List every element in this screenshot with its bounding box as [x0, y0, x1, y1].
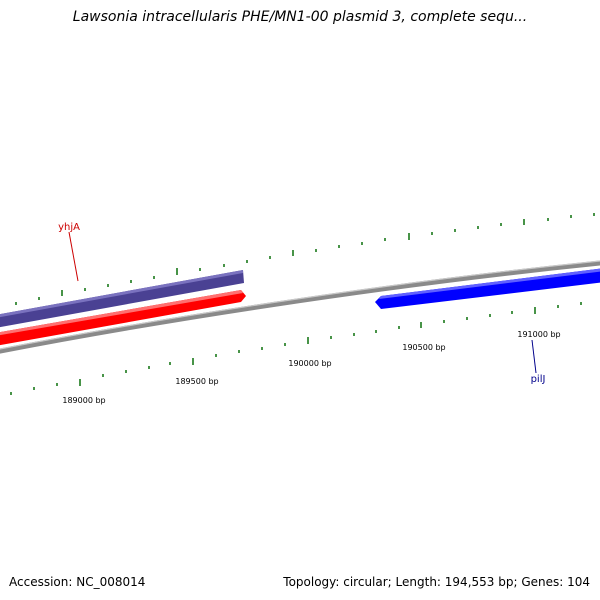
tick-label-190500: 190500 bp [402, 343, 445, 352]
gene-pilJ[interactable] [375, 268, 600, 309]
sequence-summary: Topology: circular; Length: 194,553 bp; … [283, 575, 590, 589]
gene-label-pilJ[interactable]: pilJ [531, 374, 546, 385]
gene-label-yhjA[interactable]: yhjA [58, 222, 80, 233]
gene-pilJ-highlight [379, 268, 600, 299]
plasmid-backbone-highlight [0, 260, 600, 350]
gene-yhjA-purple-segment[interactable] [0, 270, 244, 328]
yhjA-leader-line [68, 231, 79, 282]
tick-label-190000: 190000 bp [288, 359, 331, 368]
tick-label-189000: 189000 bp [62, 396, 105, 405]
tick-label-191000: 191000 bp [517, 330, 560, 339]
tick-label-189500: 189500 bp [175, 377, 218, 386]
accession-label: Accession: NC_008014 [9, 575, 146, 589]
pilJ-leader-line [531, 339, 537, 374]
outer-tick-marks [15, 213, 595, 305]
gene-yhjA-highlight [0, 290, 243, 336]
plasmid-backbone [0, 260, 600, 354]
gene-purple-highlight [0, 270, 243, 318]
inner-tick-marks [10, 302, 582, 395]
map-title: Lawsonia intracellularis PHE/MN1-00 plas… [72, 9, 528, 25]
gene-yhjA[interactable] [0, 290, 246, 346]
